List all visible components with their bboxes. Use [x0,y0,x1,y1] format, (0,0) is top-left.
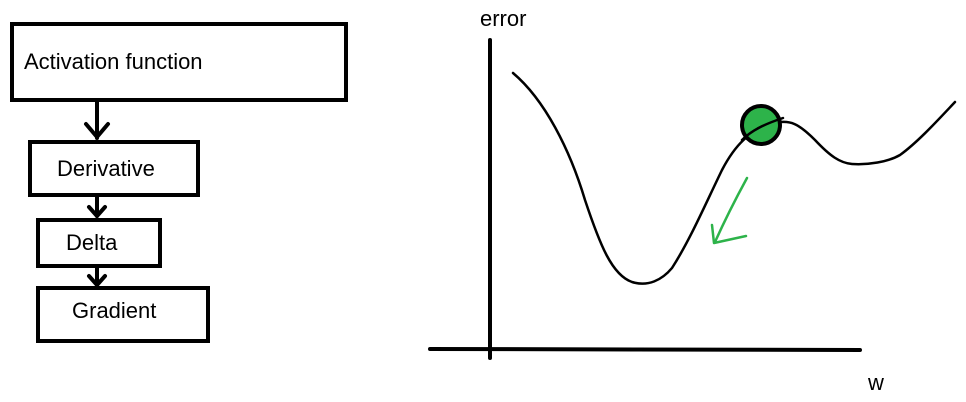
flowchart-arrows [84,100,110,287]
step-label: Gradient [72,297,157,323]
arrow-activation-to-derivative [84,100,110,140]
plot-axes [428,38,862,360]
step-label: Delta [66,230,118,255]
y-axis-label: error [480,6,527,31]
arrow-delta-to-gradient [87,266,107,287]
arrow-derivative-to-delta [87,195,107,218]
flowchart-step-delta: Delta [36,218,162,268]
step-label: Activation function [24,49,203,74]
step-label: Derivative [57,155,155,181]
flowchart-step-derivative: Derivative [28,140,200,197]
flowchart-step-activation-function: Activation function [10,22,348,102]
descent-arrow-icon [710,176,749,245]
ball-marker [740,104,785,146]
x-axis-label: w [868,370,884,395]
x-axis [428,347,862,352]
error-curve [511,71,957,285]
flowchart-step-gradient: Gradient [36,286,210,343]
